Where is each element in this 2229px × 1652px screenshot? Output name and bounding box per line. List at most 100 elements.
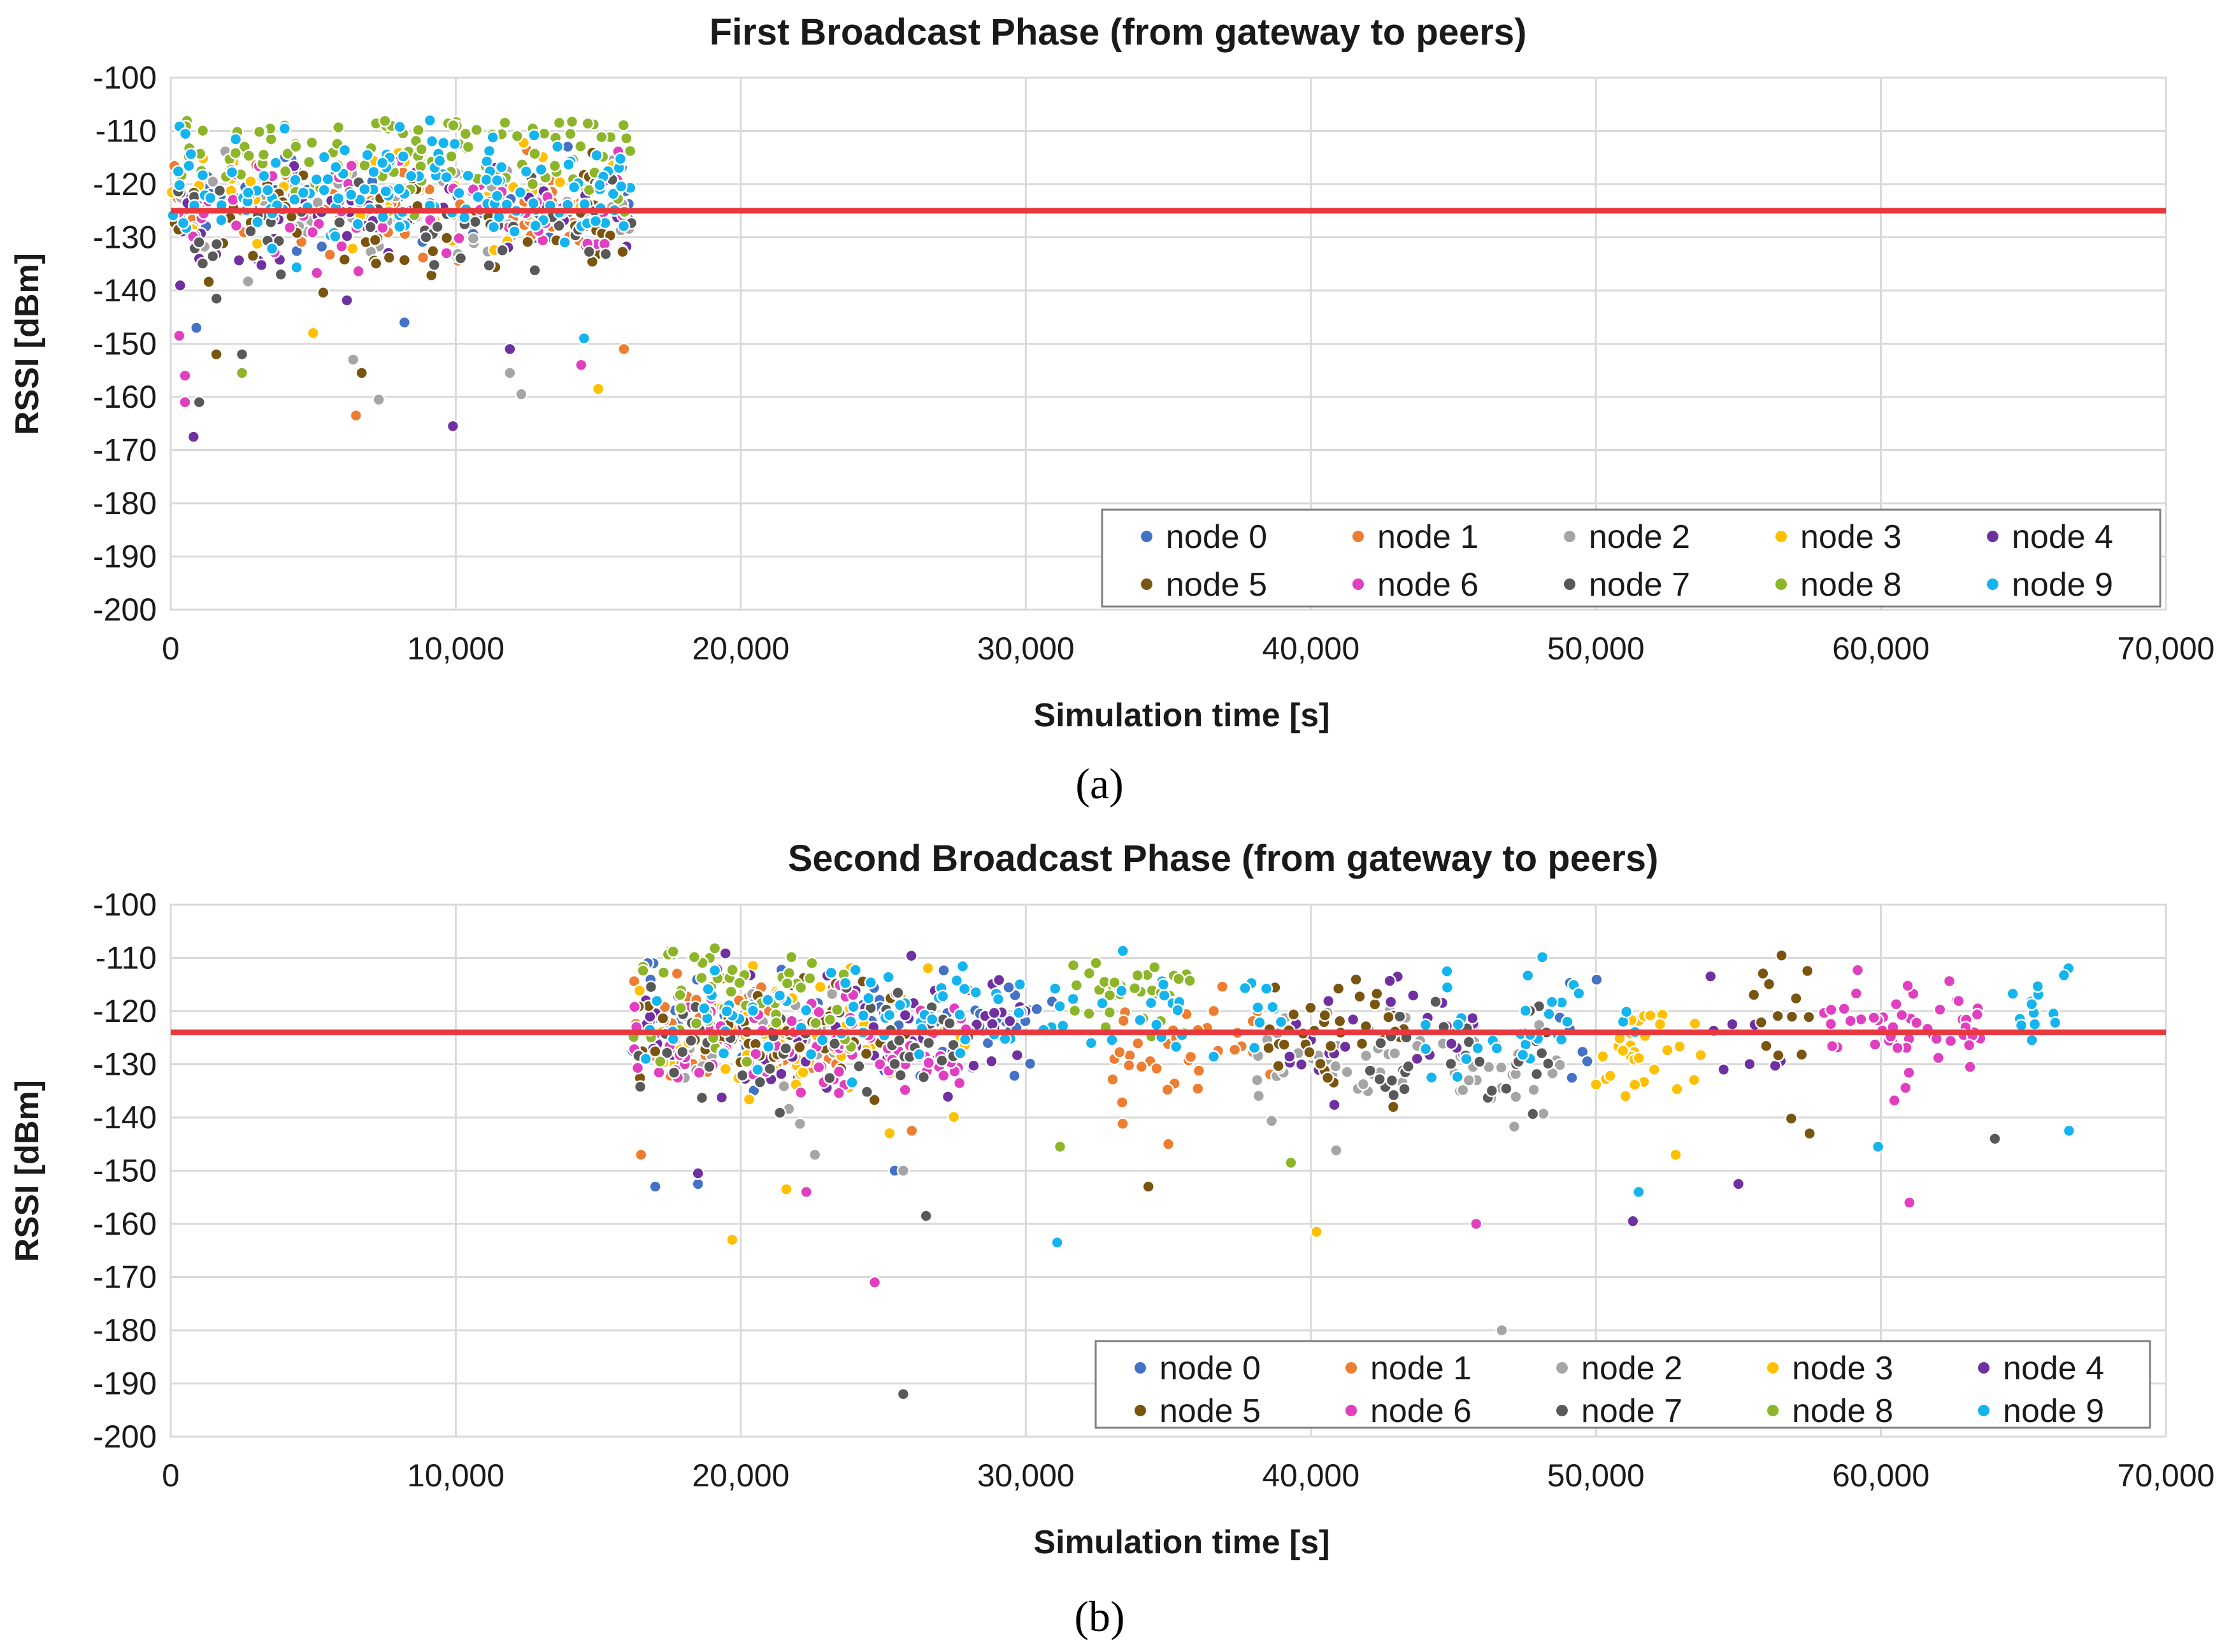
y-tick-label: -190 xyxy=(93,539,157,575)
point-node-9 xyxy=(317,183,331,197)
point-node-9 xyxy=(1542,1007,1556,1021)
point-node-5 xyxy=(1802,1010,1816,1024)
outlier-node-7 xyxy=(192,396,206,409)
point-node-7 xyxy=(935,1054,949,1068)
point-node-9 xyxy=(1419,1018,1433,1031)
legend-entry-node-5: node 5 xyxy=(1141,566,1267,603)
point-node-8 xyxy=(257,148,271,161)
point-node-9 xyxy=(2031,979,2044,993)
point-node-7 xyxy=(684,1034,698,1047)
point-node-4 xyxy=(987,1006,1001,1020)
caption-b-text: (b) xyxy=(1074,1592,1124,1641)
point-node-4 xyxy=(1346,1013,1360,1026)
point-node-3 xyxy=(1670,1082,1684,1096)
legend-label: node 9 xyxy=(2012,566,2113,603)
outlier-node-8 xyxy=(1284,1156,1298,1170)
point-node-3 xyxy=(1661,1044,1674,1057)
outlier-node-8 xyxy=(235,366,249,380)
point-node-9 xyxy=(358,182,371,196)
legend-label: node 4 xyxy=(2003,1350,2104,1387)
point-node-9 xyxy=(1521,968,1535,982)
point-node-6 xyxy=(1952,994,1965,1008)
point-node-2 xyxy=(1509,1090,1523,1103)
point-node-3 xyxy=(1653,1017,1667,1031)
point-node-6 xyxy=(283,221,297,234)
point-node-7 xyxy=(427,258,441,272)
point-node-9 xyxy=(614,180,628,193)
point-node-8 xyxy=(780,977,794,990)
point-node-9 xyxy=(529,219,542,233)
point-node-3 xyxy=(1596,1049,1610,1063)
x-tick-label: 0 xyxy=(162,631,180,666)
point-node-9 xyxy=(799,1003,813,1017)
point-node-1 xyxy=(1184,1050,1198,1064)
legend-marker xyxy=(1352,531,1364,542)
point-node-2 xyxy=(793,1117,807,1131)
point-node-3 xyxy=(1619,1089,1632,1103)
outlier-node-2 xyxy=(808,1148,822,1161)
legend-entry-node-8: node 8 xyxy=(1775,566,1902,603)
legend-entry-node-2: node 2 xyxy=(1564,519,1690,556)
point-node-0 xyxy=(1590,973,1603,986)
legend-marker xyxy=(1135,1405,1146,1416)
legend-entry-node-1: node 1 xyxy=(1345,1350,1472,1387)
point-node-5 xyxy=(1355,1037,1369,1051)
point-node-0 xyxy=(315,240,329,254)
point-node-8 xyxy=(1103,988,1117,1002)
point-node-9 xyxy=(1171,1003,1184,1017)
point-node-9 xyxy=(1451,1017,1465,1031)
point-node-7 xyxy=(454,252,468,265)
point-node-9 xyxy=(433,154,447,168)
point-node-9 xyxy=(2028,1017,2042,1031)
outlier-node-9 xyxy=(1632,1185,1645,1199)
point-node-5 xyxy=(1314,1057,1327,1070)
point-node-4 xyxy=(255,258,268,272)
point-node-8 xyxy=(617,119,631,132)
point-node-4 xyxy=(967,1059,980,1072)
point-node-5 xyxy=(1772,1049,1785,1062)
point-node-9 xyxy=(1554,1033,1568,1046)
outlier-node-7 xyxy=(235,347,249,361)
outlier-node-5 xyxy=(355,366,369,380)
legend-label: node 3 xyxy=(1800,519,1902,556)
point-node-8 xyxy=(785,951,798,964)
point-node-9 xyxy=(720,1005,734,1018)
point-node-8 xyxy=(636,964,650,977)
point-node-9 xyxy=(1105,1033,1119,1047)
point-node-6 xyxy=(1837,1002,1851,1016)
y-tick-label: -190 xyxy=(93,1366,157,1402)
legend-marker xyxy=(1775,578,1787,590)
point-node-7 xyxy=(1363,1064,1377,1077)
point-node-5 xyxy=(1800,964,1814,978)
point-node-9 xyxy=(173,178,187,192)
point-node-8 xyxy=(1131,968,1144,982)
point-node-3 xyxy=(1673,1040,1686,1053)
point-node-6 xyxy=(1854,1012,1868,1026)
point-node-1 xyxy=(670,966,684,980)
outlier-node-3 xyxy=(726,1233,739,1247)
outlier-node-5 xyxy=(210,347,223,361)
point-node-4 xyxy=(1328,1098,1341,1112)
legend-entry-node-9: node 9 xyxy=(1978,1393,2104,1430)
point-node-7 xyxy=(192,236,206,249)
point-node-5 xyxy=(1785,1010,1799,1024)
point-node-8 xyxy=(1070,979,1084,992)
point-node-5 xyxy=(1784,1112,1798,1125)
point-node-8 xyxy=(823,1013,837,1026)
point-node-7 xyxy=(773,1106,787,1119)
point-node-2 xyxy=(1330,1144,1343,1157)
point-node-9 xyxy=(717,1047,731,1060)
x-tick-label: 70,000 xyxy=(2118,1458,2215,1493)
legend-entry-node-1: node 1 xyxy=(1352,519,1479,556)
point-node-7 xyxy=(206,249,220,263)
chart-b: Second Broadcast Phase (from gateway to … xyxy=(9,838,2214,1641)
point-node-5 xyxy=(1771,1009,1784,1023)
chart-b-legend: node 0 node 1 node 2 node 3 node 4 node 5 node… xyxy=(1094,1340,2151,1430)
point-node-5 xyxy=(521,235,534,248)
point-node-4 xyxy=(1283,1050,1296,1063)
point-node-2 xyxy=(1356,1077,1370,1091)
point-node-7 xyxy=(364,220,377,234)
y-tick-label: -140 xyxy=(93,1100,157,1135)
point-node-9 xyxy=(379,185,392,198)
point-node-9 xyxy=(482,144,496,158)
